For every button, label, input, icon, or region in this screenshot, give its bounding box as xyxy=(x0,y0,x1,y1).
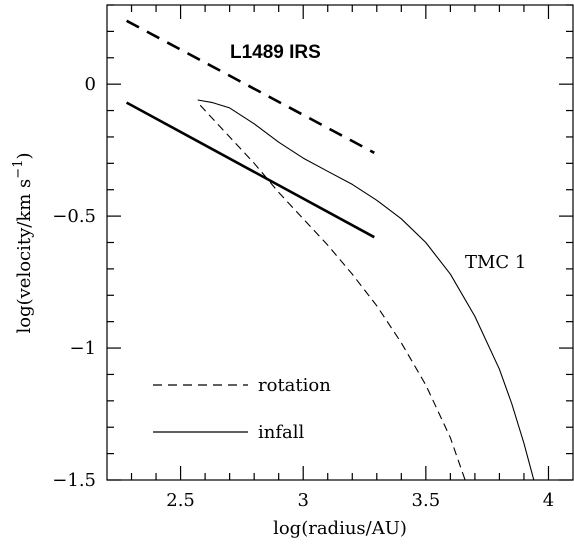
series-group xyxy=(125,19,535,481)
legend: rotation infall xyxy=(153,375,331,443)
ticks xyxy=(107,4,573,481)
tick-labels: 2.5 3 3.5 4 0 −0.5 −1 −1.5 xyxy=(52,74,554,511)
l1489-label: L1489 IRS xyxy=(230,42,321,63)
legend-infall-label: infall xyxy=(258,422,305,443)
x-axis-label: log(radius/AU) xyxy=(273,518,407,539)
y-tick-label: −0.5 xyxy=(52,206,96,227)
x-tick-label: 3 xyxy=(297,490,308,511)
y-axis-label: log(velocity/km s−1) xyxy=(11,153,35,334)
x-tick-label: 3.5 xyxy=(412,490,441,511)
x-tick-label: 4 xyxy=(543,490,554,511)
y-tick-label: −1 xyxy=(69,338,96,359)
y-axis-label-main: log(velocity/km s xyxy=(14,179,35,334)
y-axis-label-close: ) xyxy=(14,153,35,160)
plot-frame xyxy=(106,4,574,481)
series-tmc-1-rotation xyxy=(199,104,466,481)
y-tick-label: −1.5 xyxy=(52,470,96,491)
series-l1489-irs-infall xyxy=(125,101,375,239)
tmc1-label: TMC 1 xyxy=(465,252,526,273)
y-tick-label: 0 xyxy=(85,74,96,95)
series-l1489-irs-rotation xyxy=(125,19,375,154)
x-tick-label: 2.5 xyxy=(166,490,195,511)
y-axis-label-sup: −1 xyxy=(11,160,26,179)
series-tmc-1-infall xyxy=(197,99,535,481)
legend-rotation-label: rotation xyxy=(258,375,331,396)
